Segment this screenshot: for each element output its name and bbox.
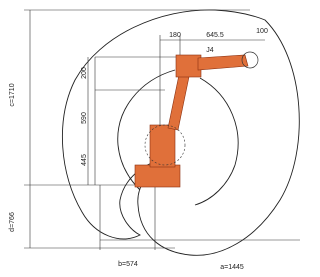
robot-upper-arm [198,55,248,70]
joint-label: J4 [206,47,214,54]
dim-label: 200 [81,67,88,79]
dim-label: b=574 [118,261,138,268]
robot [135,52,258,187]
robot-waist [150,125,175,167]
dim-label: 445 [81,154,88,166]
outer-envelope [62,10,299,255]
robot-lower-arm [168,70,190,130]
workspace [62,10,299,255]
dim-label: 180 [169,32,181,39]
inner-envelope [195,78,238,205]
dim-label: 645.5 [206,32,224,39]
robot-base [135,165,180,187]
dim-label: d=766 [9,212,16,232]
diagram: 180 645.5 100 J4 200 590 445 c=1710 d=76… [0,0,306,277]
robot-elbow [176,55,201,77]
dim-label: a=1445 [220,264,244,271]
dim-label: c=1710 [9,83,16,106]
dim-label: 590 [81,112,88,124]
dim-label: 100 [256,28,268,35]
